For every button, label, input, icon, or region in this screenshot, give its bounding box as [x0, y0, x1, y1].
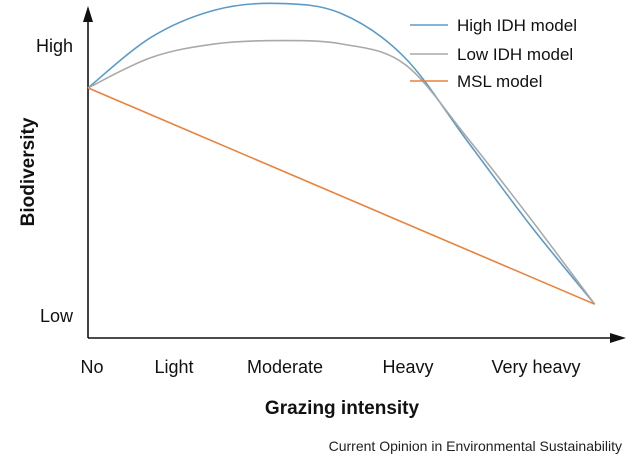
source-credit: Current Opinion in Environmental Sustain…: [329, 438, 622, 454]
x-tick-label-heavy: Heavy: [382, 357, 433, 377]
x-axis-title: Grazing intensity: [265, 398, 420, 419]
series-line-low-idh-model: [87, 39, 596, 305]
x-tick-labels: No Light Moderate Heavy Very heavy: [80, 357, 580, 377]
x-axis-arrowhead: [610, 333, 626, 343]
y-axis-arrowhead: [83, 6, 93, 22]
axes: [83, 6, 626, 343]
legend-label-low-idh: Low IDH model: [457, 45, 573, 64]
x-tick-label-very-heavy: Very heavy: [491, 357, 580, 377]
x-tick-label-no: No: [80, 357, 103, 377]
y-axis-title: Biodiversity: [18, 117, 39, 226]
x-tick-label-moderate: Moderate: [247, 357, 323, 377]
y-tick-label-low: Low: [40, 306, 74, 326]
y-tick-label-high: High: [36, 36, 73, 56]
series-line-high-idh-model: [87, 2, 596, 305]
x-tick-label-light: Light: [154, 357, 193, 377]
series-lines: [87, 2, 596, 305]
y-tick-labels: High Low: [36, 36, 74, 326]
legend-label-msl: MSL model: [457, 72, 542, 91]
legend-label-high-idh: High IDH model: [457, 16, 577, 35]
series-line-msl-model: [87, 87, 596, 305]
legend: High IDH model Low IDH model MSL model: [410, 16, 577, 91]
